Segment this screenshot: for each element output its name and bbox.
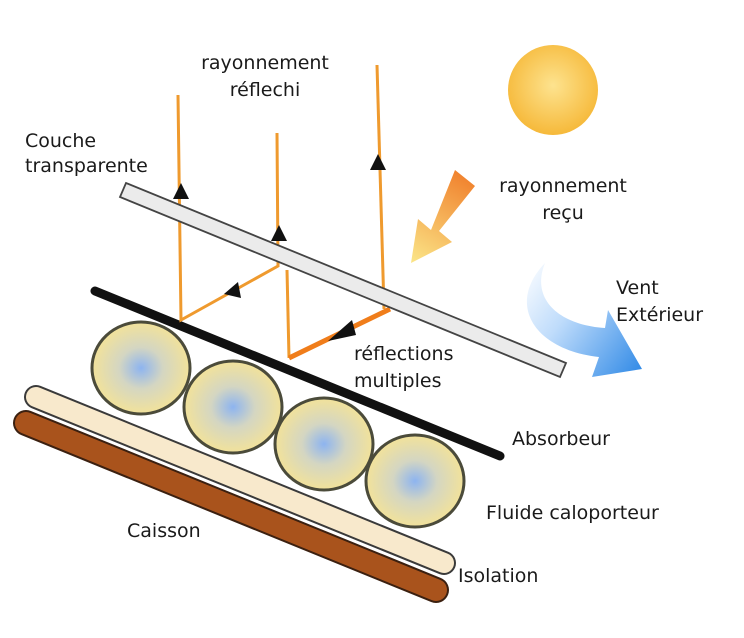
reflected-rays bbox=[176, 64, 392, 361]
received-radiation-label-2: reçu bbox=[542, 202, 584, 224]
wind-label: Vent bbox=[616, 277, 659, 299]
insulation-layer bbox=[24, 385, 456, 575]
multiple-reflections-label: réflections bbox=[354, 343, 453, 365]
sun-icon bbox=[508, 45, 598, 135]
casing-label: Caisson bbox=[127, 520, 201, 542]
fluid-tube bbox=[90, 320, 192, 416]
fluid-tube bbox=[364, 433, 466, 529]
ray-arrowhead bbox=[328, 320, 356, 341]
ray-arrowheads bbox=[173, 154, 386, 341]
transparent-layer-label: Couche bbox=[25, 130, 96, 152]
ray-arrowhead bbox=[173, 183, 189, 199]
wind-arrow bbox=[526, 263, 642, 377]
ray-arrowhead bbox=[271, 225, 287, 241]
fluid-tube bbox=[182, 359, 284, 455]
multiple-reflections-label-2: multiples bbox=[354, 370, 442, 392]
reflected-radiation-label: rayonnement bbox=[201, 52, 329, 74]
fluid-tubes bbox=[90, 320, 466, 529]
ray-arrowhead bbox=[224, 282, 241, 298]
transparent-cover bbox=[118, 181, 568, 379]
reflected-radiation-label-2: réflechi bbox=[230, 79, 301, 101]
insulation-label: Isolation bbox=[458, 565, 538, 587]
fluid-tube bbox=[273, 396, 375, 492]
absorber-plate bbox=[90, 286, 505, 461]
received-radiation-arrow bbox=[411, 170, 475, 263]
ray-arrowhead bbox=[370, 154, 386, 170]
absorber-label: Absorbeur bbox=[512, 428, 610, 450]
transparent-layer-label-2: transparente bbox=[25, 155, 148, 177]
fluid-label: Fluide caloporteur bbox=[486, 502, 659, 524]
casing-layer bbox=[13, 410, 449, 603]
received-radiation-label: rayonnement bbox=[499, 175, 627, 197]
wind-label-2: Extérieur bbox=[616, 304, 703, 326]
